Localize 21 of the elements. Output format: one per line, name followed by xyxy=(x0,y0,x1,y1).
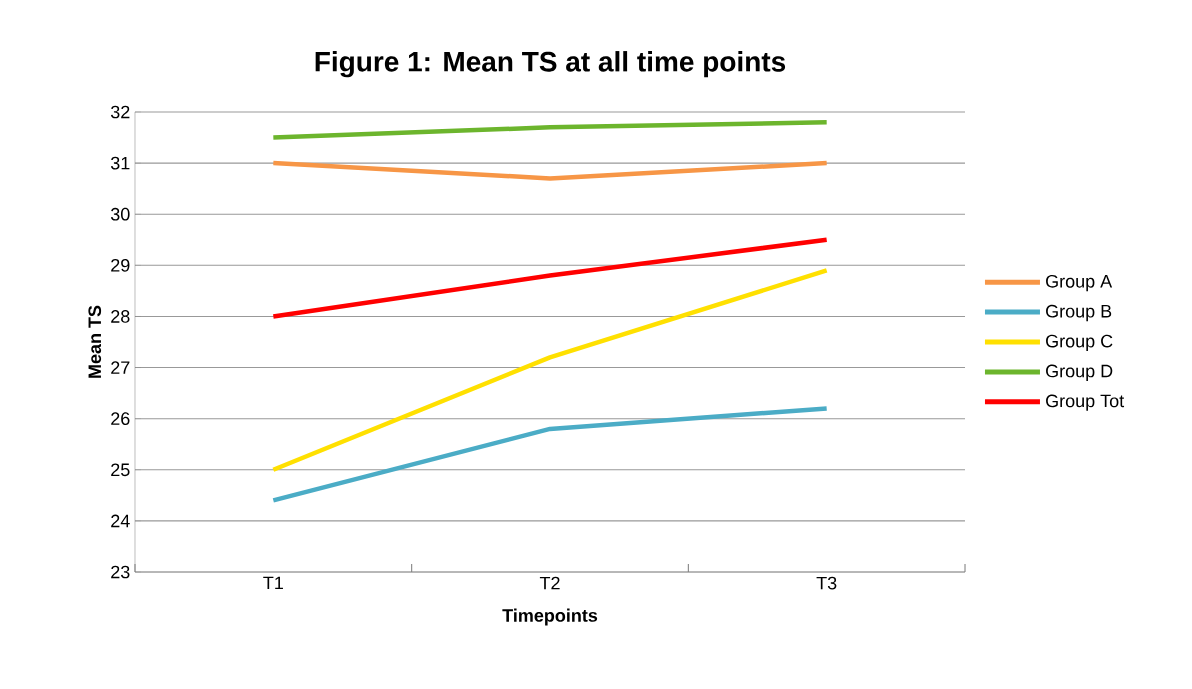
y-tick-label: 32 xyxy=(110,105,130,119)
y-tick-label: 25 xyxy=(111,463,130,477)
chart-title: Figure 1: Mean TS at all time points xyxy=(315,51,786,78)
y-tick-label: 26 xyxy=(111,412,130,426)
x-tick-label: T1 xyxy=(263,576,283,590)
y-tick-label: 29 xyxy=(111,258,130,272)
y-tick-label: 28 xyxy=(111,310,130,323)
legend-label: Group Tot xyxy=(1046,394,1125,411)
x-axis-title: Timepoints xyxy=(502,608,598,626)
legend-label: Group D xyxy=(1046,364,1113,381)
y-tick-label: 31 xyxy=(110,156,130,170)
legend-label: Group C xyxy=(1046,334,1113,352)
y-tick-label: 27 xyxy=(111,361,130,374)
y-axis-title: Mean TS xyxy=(88,305,102,378)
x-tick-label: T3 xyxy=(816,576,837,590)
y-tick-label: 30 xyxy=(110,207,130,221)
y-tick-label: 24 xyxy=(111,514,130,528)
legend-label: Group A xyxy=(1046,274,1113,292)
y-tick-label: 23 xyxy=(111,565,130,579)
x-tick-label: T2 xyxy=(539,576,560,590)
legend-label: Group B xyxy=(1046,304,1112,322)
